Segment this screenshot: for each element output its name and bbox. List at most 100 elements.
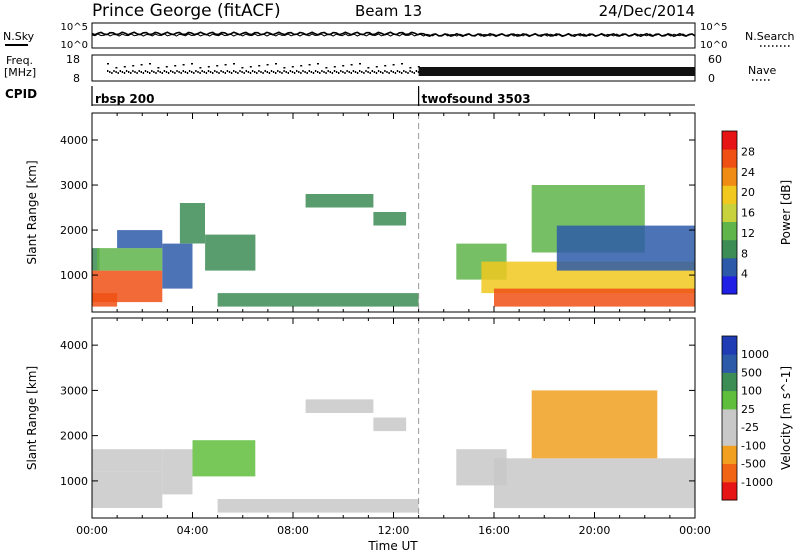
freq-mark [209,71,212,73]
freq-mark [109,71,111,73]
x-tick-label: 04:00 [177,524,209,537]
freq-mark [346,70,348,72]
colorbar-swatch [722,257,737,277]
nave-mark [174,65,177,67]
y-tick-label: 3000 [60,384,88,397]
y-tick-label: 4000 [60,339,88,352]
freq-mark [207,70,210,72]
nave-mark [375,66,378,68]
freq-mark [188,70,191,72]
freq-mark [201,70,203,72]
freq-mark [130,72,132,74]
heatmap-cell [217,293,419,307]
colorbar-swatch [722,275,737,295]
colorbar-tick-label: -25 [741,421,759,434]
freq-mark [247,71,250,73]
nave-mark [258,65,261,67]
noise-tick-right-bottom: 10^0 [700,40,727,51]
freq-mark [197,71,199,73]
freq-mark [329,71,331,73]
x-tick-label: 00:00 [76,524,108,537]
freq-label-line1: Freq. [6,54,33,67]
y-tick-label: 2000 [60,430,88,443]
nave-mark [216,65,219,67]
freq-mark [203,71,205,73]
freq-mark [136,72,138,74]
freq-mark [117,72,119,74]
nave-mark [224,64,227,66]
freq-mark [144,70,147,72]
freq-mark [403,70,405,72]
nave-mark [123,66,126,68]
freq-mark [153,71,155,73]
beam-title: Beam 13 [355,2,422,20]
heatmap-cell [179,203,205,244]
x-axis-label: Time UT [367,539,418,553]
freq-mark [176,70,178,72]
freq-mark [333,70,336,72]
freq-mark [298,71,300,73]
nave-mark [140,64,143,66]
nave-mark [417,66,420,68]
freq-mark [157,70,159,72]
freq-mark [306,72,308,74]
freq-mark [256,72,258,74]
heatmap-cell [373,417,407,432]
freq-mark [113,70,115,72]
nave-mark [367,67,370,69]
freq-mark [233,70,235,72]
freq-mark [270,70,273,72]
freq-mark [371,70,373,72]
nave-mark [149,63,151,65]
freq-mark [413,72,415,74]
freq-mark [218,72,220,74]
freq-mark [388,72,390,74]
nave-mark [275,63,277,65]
freq-mark [258,70,260,72]
y-tick-label: 1000 [60,475,88,488]
freq-mark [327,70,329,72]
freq-series [107,63,695,76]
freq-mark [335,71,338,73]
heatmap-cell [494,288,695,307]
nave-mark [182,64,185,66]
freq-mark [155,72,157,74]
freq-mark [354,71,357,73]
freq-mark [310,71,313,73]
freq-mark [300,72,302,74]
nave-mark [207,66,210,68]
noise-tick-right-top: 10^5 [700,22,727,33]
freq-mark [398,71,401,73]
freq-mark [115,71,117,73]
velocity-panel: 1000 2000 3000 4000 Slant Range [km] -1000 -50… [25,317,793,537]
colorbar-tick-label: 500 [741,366,762,379]
colorbar-tick-label: -500 [741,458,766,471]
y-tick-label: 4000 [60,134,88,147]
colorbar-swatch [722,336,737,355]
nave-mark [132,65,135,67]
y-tick-label: 2000 [60,224,88,237]
heatmap-cell [92,270,163,303]
freq-mark [264,70,266,72]
freq-mark [356,72,359,74]
colorbar-tick-label: 25 [741,403,755,416]
nave-mark [300,65,303,67]
colorbar-swatch [722,239,737,259]
heatmap-cell [531,390,658,459]
heatmap-cell [494,458,695,509]
heatmap-cell [162,243,193,289]
freq-mark [411,71,413,73]
nave-mark [325,67,328,69]
freq-mark [142,72,145,74]
freq-mark [291,71,294,73]
freq-mark [128,71,130,73]
colorbar-swatch [722,372,737,392]
heatmap-cell [192,440,256,477]
freq-mark [239,70,241,72]
freq-mark [293,72,296,74]
heatmap-cell [92,471,163,508]
nave-mark [350,64,353,66]
nave-mark [342,65,345,67]
freq-mark [380,71,382,73]
freq-block-twofsound [418,67,695,76]
